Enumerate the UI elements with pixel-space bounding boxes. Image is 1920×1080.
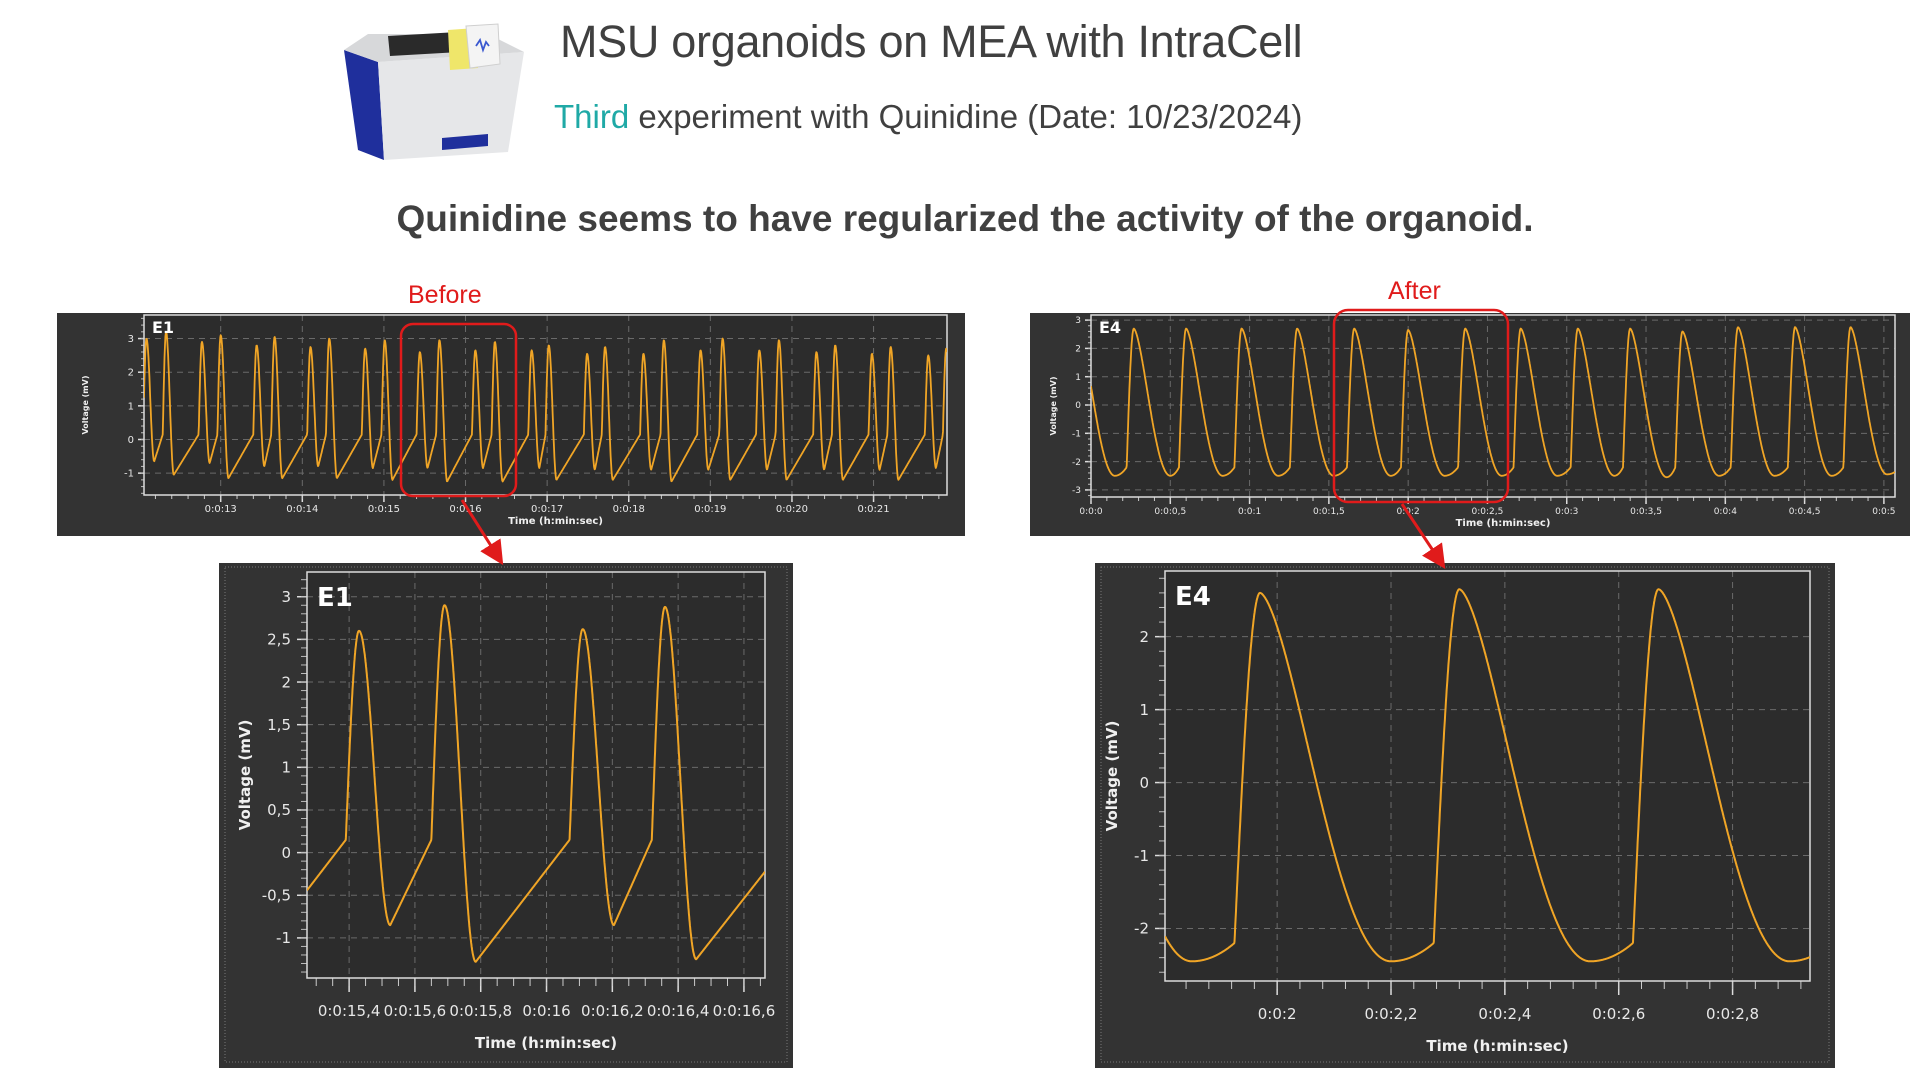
x-tick-label: 0:0:16 (449, 504, 481, 515)
y-axis-title: Voltage (mV) (1103, 721, 1121, 832)
y-tick-label: -1 (124, 469, 134, 480)
after-zoom-arrow (1400, 503, 1446, 569)
x-tick-label: 0:0:2,4 (1478, 1005, 1531, 1023)
panel-dotted-border (224, 566, 788, 1063)
y-tick-label: 2,5 (267, 631, 291, 649)
mea-device-icon (344, 23, 524, 160)
x-tick-label: 0:0:0 (1079, 507, 1103, 517)
x-tick-label: 0:0:5 (1872, 507, 1895, 517)
chart-3: 0:0:2 0:0:2,2 0:0:2,4 0:0:2,6 0:0:2,8 2 1 0 -1 -2… (1095, 563, 1835, 1068)
y-axis-title: Voltage (mV) (1049, 377, 1058, 436)
plot-area (307, 572, 765, 978)
x-tick-label: 0:0:16,2 (581, 1002, 644, 1020)
x-tick-label: 0:0:13 (205, 504, 237, 515)
y-tick-label: 3 (128, 334, 134, 345)
y-tick-label: -3 (1072, 486, 1081, 496)
before-highlight-box (399, 322, 518, 498)
x-tick-label: 0:0:1,5 (1313, 507, 1345, 517)
y-tick-label: 1 (128, 401, 134, 412)
panel-dotted-border (1100, 566, 1830, 1063)
y-axis-title: Voltage (mV) (236, 720, 254, 831)
voltage-trace (1165, 588, 1810, 963)
x-tick-label: 0:0:19 (694, 504, 726, 515)
voltage-trace (1091, 326, 1895, 479)
y-tick-label: 2 (128, 368, 134, 379)
y-tick-label: 1,5 (267, 716, 291, 734)
y-tick-label: -1 (276, 929, 291, 947)
before-zoom-arrow (460, 499, 504, 566)
chart-0: 0:0:13 0:0:14 0:0:15 0:0:16 0:0:17 0:0:18 0:0:… (57, 313, 965, 536)
x-axis-title: Time (h:min:sec) (475, 1034, 617, 1052)
page-subtitle: Third experiment with Quinidine (Date: 1… (554, 98, 1302, 136)
x-tick-label: 0:0:2,6 (1592, 1005, 1645, 1023)
subtitle-text: experiment with Quinidine (Date: 10/23/2… (629, 98, 1303, 135)
x-tick-label: 0:0:18 (613, 504, 645, 515)
x-axis-title: Time (h:min:sec) (1456, 518, 1551, 529)
x-axis-title: Time (h:min:sec) (508, 516, 603, 527)
x-tick-label: 0:0:2 (1258, 1005, 1297, 1023)
voltage-trace (144, 331, 947, 483)
x-tick-label: 0:0:15 (368, 504, 400, 515)
subtitle-accent: Third (554, 98, 630, 135)
x-tick-label: 0:0:4 (1714, 507, 1738, 517)
y-tick-label: -1 (1134, 847, 1149, 865)
after-highlight-box (1332, 308, 1510, 504)
plot-area (1165, 571, 1810, 981)
plot-border (1164, 570, 1811, 982)
y-axis-title: Voltage (mV) (81, 376, 90, 435)
headline: Quinidine seems to have regularized the … (396, 198, 1534, 239)
x-tick-label: 0:0:21 (857, 504, 889, 515)
y-tick-label: 0 (281, 844, 291, 862)
x-tick-label: 0:0:3 (1555, 507, 1578, 517)
y-tick-label: 1 (1075, 373, 1081, 383)
y-tick-label: 0 (1075, 401, 1081, 411)
voltage-trace (307, 604, 765, 963)
y-tick-label: 2 (281, 673, 291, 691)
x-axis-title: Time (h:min:sec) (1426, 1037, 1568, 1055)
x-tick-label: 0:0:15,4 (318, 1002, 381, 1020)
x-tick-label: 0:0:3,5 (1630, 507, 1662, 517)
x-tick-label: 0:0:1 (1238, 507, 1261, 517)
x-tick-label: 0:0:20 (776, 504, 808, 515)
y-tick-label: 1 (1139, 701, 1149, 719)
y-tick-label: -2 (1072, 458, 1081, 468)
electrode-label: E4 (1175, 582, 1211, 612)
y-tick-label: 3 (1075, 316, 1081, 326)
x-tick-label: 0:0:17 (531, 504, 563, 515)
plot-area (1091, 315, 1895, 497)
y-tick-label: -2 (1134, 920, 1149, 938)
x-tick-label: 0:0:16,4 (647, 1002, 710, 1020)
x-tick-label: 0:0:14 (286, 504, 318, 515)
y-tick-label: 2 (1075, 345, 1081, 355)
y-tick-label: 0 (1139, 774, 1149, 792)
plot-border (1090, 314, 1896, 498)
plot-border (306, 571, 766, 979)
x-tick-label: 0:0:2,5 (1472, 507, 1504, 517)
y-tick-label: 2 (1139, 628, 1149, 646)
electrode-label: E1 (152, 318, 174, 337)
y-tick-label: 3 (281, 588, 291, 606)
y-tick-label: 0,5 (267, 801, 291, 819)
y-tick-label: 1 (281, 759, 291, 777)
chart-2: 0:0:15,4 0:0:15,6 0:0:15,8 0:0:16 0:0:16,2 0:… (219, 563, 793, 1068)
x-tick-label: 0:0:15,6 (384, 1002, 447, 1020)
x-tick-label: 0:0:0,5 (1154, 507, 1186, 517)
electrode-label: E1 (317, 583, 353, 613)
electrode-label: E4 (1099, 318, 1121, 337)
after-label: After (1388, 277, 1441, 305)
chart-1: 0:0:00:0:0,50:0:10:0:1,50:0:20:0:2,50:0:… (1030, 313, 1910, 536)
x-tick-label: 0:0:2,8 (1706, 1005, 1759, 1023)
y-tick-label: 0 (128, 435, 134, 446)
y-tick-label: -1 (1072, 429, 1081, 439)
x-tick-label: 0:0:4,5 (1789, 507, 1821, 517)
y-tick-label: -0,5 (262, 887, 291, 905)
page-title: MSU organoids on MEA with IntraCell (560, 16, 1303, 67)
x-tick-label: 0:0:2,2 (1364, 1005, 1417, 1023)
x-tick-label: 0:0:16 (522, 1002, 570, 1020)
before-label: Before (408, 281, 482, 309)
x-tick-label: 0:0:16,6 (713, 1002, 776, 1020)
x-tick-label: 0:0:15,8 (449, 1002, 512, 1020)
plot-border (143, 314, 948, 496)
